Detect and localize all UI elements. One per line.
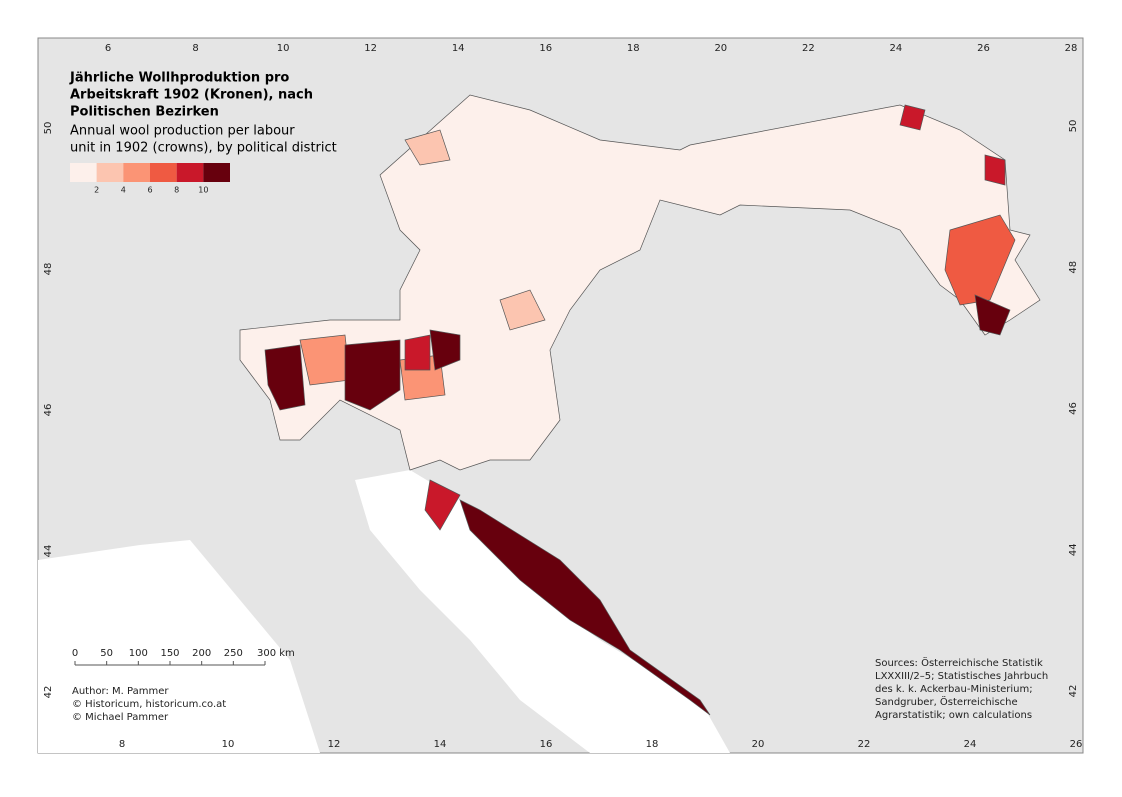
credits: Author: M. Pammer © Historicum, historic… xyxy=(72,686,226,723)
scale-label: 150 xyxy=(160,648,179,659)
territory xyxy=(239,94,1041,716)
legend-tick: 10 xyxy=(198,186,208,195)
legend-tick: 2 xyxy=(94,186,99,195)
source-line: Sources: Österreichische Statistik xyxy=(875,656,1043,669)
left-label: 48 xyxy=(43,263,54,276)
bottom-label: 8 xyxy=(119,739,125,750)
left-label: 46 xyxy=(43,404,54,417)
bottom-label: 10 xyxy=(222,739,235,750)
right-label: 42 xyxy=(1068,685,1079,698)
source-line: LXXXIII/2–5; Statistisches Jahrbuch xyxy=(875,671,1048,682)
graticule: 6 8 10 12 14 16 18 20 22 24 26 288 10 12 14 16 18 20 22 24 2… xyxy=(43,43,1082,750)
top-label: 26 xyxy=(977,43,990,54)
title-de: Politischen Bezirken xyxy=(70,105,219,120)
legend-tick: 4 xyxy=(121,186,126,195)
top-label: 6 xyxy=(105,43,111,54)
scale-bar: 0 50 100 150 200 250 300 km xyxy=(72,648,295,666)
sources: Sources: Österreichische Statistik LXXXII… xyxy=(875,656,1048,721)
top-label: 10 xyxy=(277,43,290,54)
right-label: 46 xyxy=(1068,402,1079,415)
scale-label: 250 xyxy=(224,648,243,659)
legend-swatch xyxy=(150,163,177,182)
left-label: 50 xyxy=(43,122,54,135)
legend-tick: 6 xyxy=(147,186,152,195)
legend-tick: 8 xyxy=(174,186,179,195)
source-line: Agrarstatistik; own calculations xyxy=(875,710,1032,721)
scale-label: 200 xyxy=(192,648,211,659)
top-label: 18 xyxy=(627,43,640,54)
sea xyxy=(38,470,730,753)
title-en: Annual wool production per labour xyxy=(70,124,295,139)
legend-swatch xyxy=(176,163,204,182)
top-label: 14 xyxy=(452,43,465,54)
bottom-label: 22 xyxy=(858,739,871,750)
legend-swatch xyxy=(96,163,124,182)
top-label: 8 xyxy=(192,43,198,54)
top-label: 20 xyxy=(714,43,727,54)
left-label: 44 xyxy=(43,545,54,558)
right-label: 50 xyxy=(1068,120,1079,133)
top-label: 28 xyxy=(1065,43,1078,54)
legend-swatch xyxy=(70,163,97,182)
bottom-label: 26 xyxy=(1070,739,1083,750)
top-label: 22 xyxy=(802,43,815,54)
legend-swatch xyxy=(203,163,230,182)
top-label: 24 xyxy=(890,43,903,54)
scale-label: 0 xyxy=(72,648,78,659)
scale-label: 300 km xyxy=(257,648,295,659)
bottom-label: 18 xyxy=(646,739,659,750)
top-label: 12 xyxy=(364,43,377,54)
scale-label: 100 xyxy=(129,648,148,659)
author: Author: M. Pammer xyxy=(72,686,169,697)
legend: 2 4 6 8 10 xyxy=(70,163,230,195)
author: © Historicum, historicum.co.at xyxy=(72,699,226,710)
source-line: Sandgruber, Österreichische xyxy=(875,695,1018,708)
bottom-label: 20 xyxy=(752,739,765,750)
left-label: 42 xyxy=(43,686,54,699)
bottom-label: 14 xyxy=(434,739,447,750)
title-en: unit in 1902 (crowns), by political dist… xyxy=(70,141,337,156)
title-block: Jährliche Wollhproduktion pro Arbeitskra… xyxy=(69,71,337,156)
right-label: 44 xyxy=(1068,543,1079,556)
title-de: Arbeitskraft 1902 (Kronen), nach xyxy=(70,88,313,103)
author: © Michael Pammer xyxy=(72,712,169,723)
source-line: des k. k. Ackerbau-Ministerium; xyxy=(875,684,1033,695)
bottom-label: 24 xyxy=(964,739,977,750)
bottom-label: 16 xyxy=(540,739,553,750)
scale-label: 50 xyxy=(100,648,113,659)
top-label: 16 xyxy=(539,43,552,54)
bottom-label: 12 xyxy=(328,739,341,750)
legend-swatch xyxy=(123,163,150,182)
right-label: 48 xyxy=(1068,261,1079,274)
title-de: Jährliche Wollhproduktion pro xyxy=(69,71,289,86)
